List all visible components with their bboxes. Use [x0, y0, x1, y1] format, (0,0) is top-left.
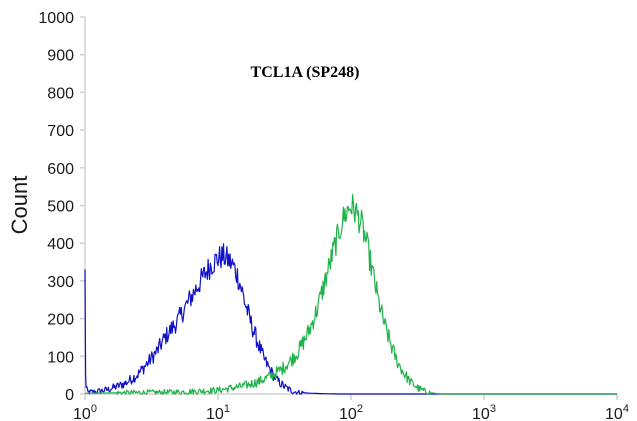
y-axis-ticks: 0 100 200 300 400 500 600 700 800 900 1000	[38, 10, 85, 404]
x-tick-label: 101	[206, 403, 230, 421]
y-tick-label: 900	[47, 48, 74, 65]
x-axis-ticks: 100 101 102 103 104	[73, 394, 629, 421]
histogram-series-2	[85, 194, 617, 395]
y-tick-label: 500	[47, 199, 74, 216]
y-axis-label: Count	[7, 176, 32, 235]
x-tick-label: 102	[339, 403, 363, 421]
y-tick-label: 0	[65, 387, 74, 404]
x-tick-label: 100	[73, 403, 97, 421]
histogram-series-1	[84, 243, 617, 395]
y-tick-label: 1000	[38, 10, 74, 27]
y-tick-label: 400	[47, 236, 74, 253]
x-tick-label: 103	[472, 403, 496, 421]
x-tick-label: 104	[605, 403, 629, 421]
y-tick-label: 200	[47, 312, 74, 329]
y-tick-label: 300	[47, 274, 74, 291]
series-layer	[84, 194, 617, 395]
y-tick-label: 700	[47, 123, 74, 140]
y-tick-label: 600	[47, 161, 74, 178]
y-tick-label: 100	[47, 349, 74, 366]
y-tick-label: 800	[47, 85, 74, 102]
chart-title: TCL1A (SP248)	[251, 64, 360, 81]
